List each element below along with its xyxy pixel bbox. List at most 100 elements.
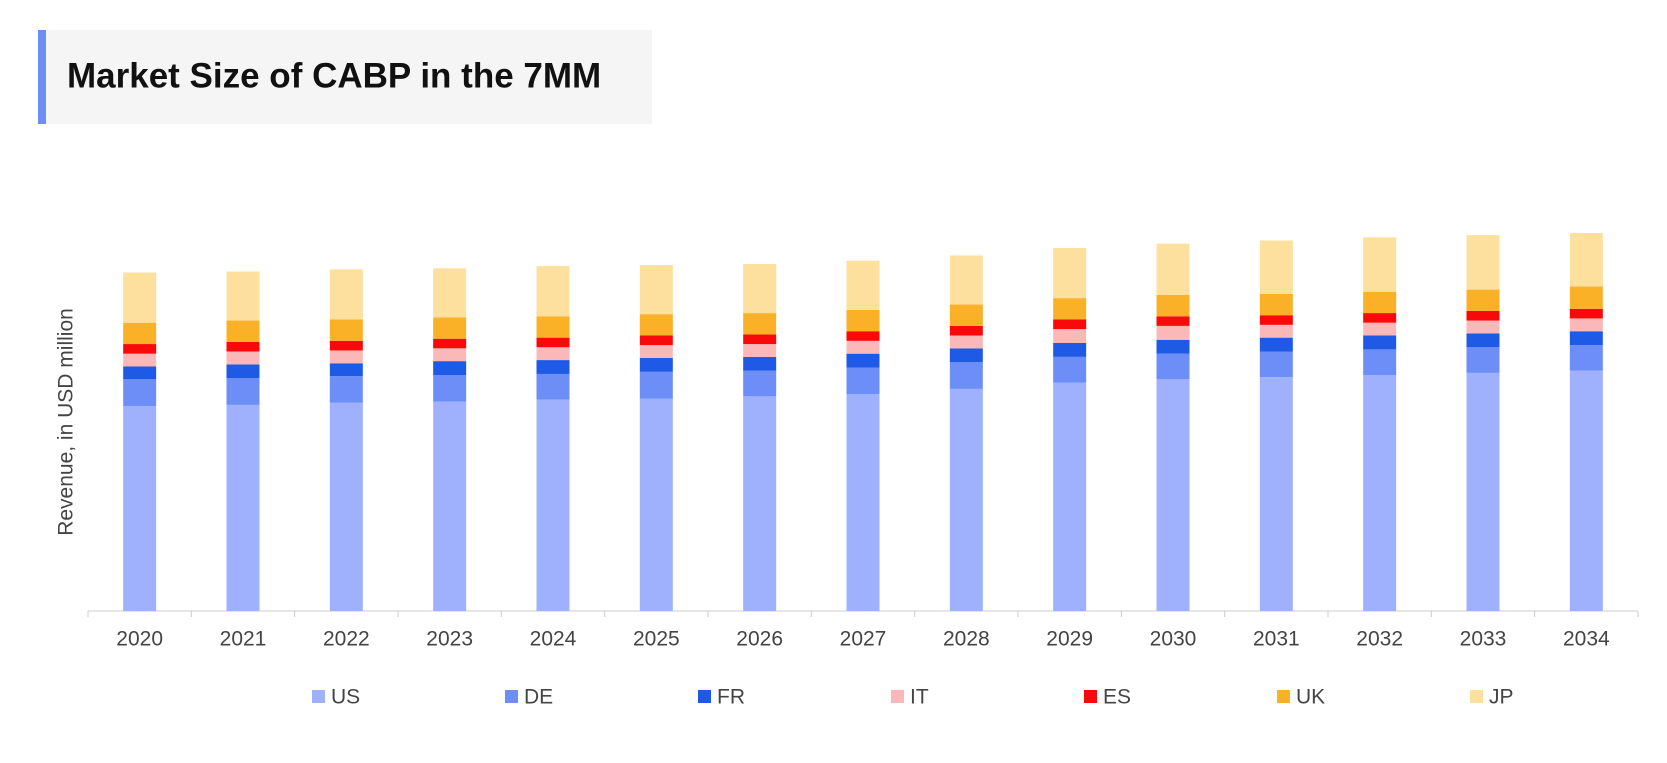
x-tick-label: 2020 <box>116 628 163 651</box>
bar-segment <box>1053 382 1087 611</box>
legend-swatch <box>505 690 518 703</box>
bar-segment <box>1053 319 1087 330</box>
bar-segment <box>123 344 157 354</box>
bar-segment <box>123 272 157 323</box>
bar-segment <box>1156 243 1190 295</box>
bar-segment <box>536 316 570 338</box>
bar-segment <box>226 271 260 321</box>
bar-segment <box>123 379 157 406</box>
bar-segment <box>639 314 673 336</box>
bar-segment <box>1363 375 1397 611</box>
bar-segment <box>1259 351 1293 378</box>
bar-segment <box>433 348 467 362</box>
bar-segment <box>1466 320 1500 334</box>
x-tick-label: 2030 <box>1150 628 1197 651</box>
bar-segment <box>329 402 363 611</box>
bar-segment <box>433 361 467 376</box>
bar-segment <box>1156 316 1190 326</box>
x-tick-label: 2033 <box>1460 628 1507 651</box>
bar-segment <box>433 338 467 349</box>
legend-label: DE <box>524 686 553 709</box>
bar-segment <box>846 309 880 332</box>
bar-segment <box>536 399 570 611</box>
bar-segment <box>743 396 777 611</box>
bar-segment <box>743 356 777 371</box>
bar-segment <box>226 320 260 342</box>
bar-segment <box>433 401 467 611</box>
bar-segment <box>226 378 260 405</box>
x-tick-label: 2034 <box>1563 628 1610 651</box>
bar-segment <box>949 348 983 363</box>
legend-label: UK <box>1296 686 1325 709</box>
bar-segment <box>1466 333 1500 348</box>
bar-segment <box>639 265 673 315</box>
bar-segment <box>1569 318 1603 332</box>
bar-segment <box>846 260 880 310</box>
bar-segment <box>329 376 363 403</box>
bar-segment <box>639 357 673 372</box>
bar-segment <box>1363 291 1397 314</box>
x-tick-label: 2027 <box>840 628 887 651</box>
legend-swatch <box>1084 690 1097 703</box>
bar-segment <box>1053 298 1087 320</box>
bar-segment <box>1156 339 1190 354</box>
bar-segment <box>1363 237 1397 292</box>
bar-segment <box>949 335 983 349</box>
bar-segment <box>536 337 570 348</box>
bar-segment <box>536 360 570 374</box>
legend-swatch <box>698 690 711 703</box>
bar-segment <box>846 331 880 341</box>
legend-label: FR <box>717 686 745 709</box>
bar-segment <box>1259 240 1293 294</box>
bar-segment <box>743 334 777 345</box>
x-tick-label: 2032 <box>1356 628 1403 651</box>
bar-segment <box>1569 370 1603 611</box>
bar-segment <box>639 398 673 611</box>
bar-segment <box>1259 324 1293 338</box>
bar-segment <box>1053 329 1087 343</box>
bar-segment <box>123 322 157 345</box>
bar-segment <box>1053 247 1087 299</box>
legend-label: JP <box>1489 686 1514 709</box>
x-tick-label: 2028 <box>943 628 990 651</box>
bar-segment <box>1363 335 1397 350</box>
bar-segment <box>226 341 260 352</box>
bar-segment <box>1363 322 1397 336</box>
bar-segment <box>846 353 880 368</box>
bar-segment <box>433 317 467 339</box>
bar-segment <box>1156 353 1190 380</box>
bar-segment <box>639 335 673 346</box>
legend-label: IT <box>910 686 929 709</box>
bar-segment <box>536 266 570 317</box>
x-tick-label: 2022 <box>323 628 370 651</box>
bar-segment <box>226 351 260 365</box>
bar-segment <box>639 345 673 358</box>
y-axis-label: Revenue, in USD million <box>55 308 78 536</box>
bar-segment <box>1363 349 1397 376</box>
bar-segment <box>1259 315 1293 325</box>
bar-segment <box>1569 308 1603 319</box>
bar-segment <box>226 404 260 611</box>
bar-segment <box>949 304 983 326</box>
bar-segment <box>949 362 983 389</box>
chart-title: Market Size of CABP in the 7MM <box>67 56 601 95</box>
bar-segment <box>846 340 880 354</box>
title-accent <box>38 30 46 124</box>
title-box <box>38 30 652 124</box>
x-tick-label: 2029 <box>1046 628 1093 651</box>
bar-segment <box>1259 337 1293 352</box>
bar-segment <box>1466 310 1500 321</box>
bar-segment <box>743 313 777 335</box>
bar-segment <box>329 269 363 320</box>
legend-label: US <box>331 686 360 709</box>
bar-segment <box>949 255 983 305</box>
bar-segment <box>1569 233 1603 287</box>
bar-segment <box>1053 342 1087 357</box>
bar-segment <box>846 394 880 611</box>
bar-segment <box>329 319 363 341</box>
bar-segment <box>1259 293 1293 316</box>
bar-segment <box>329 350 363 364</box>
bar-segment <box>846 367 880 395</box>
bar-segment <box>123 353 157 367</box>
